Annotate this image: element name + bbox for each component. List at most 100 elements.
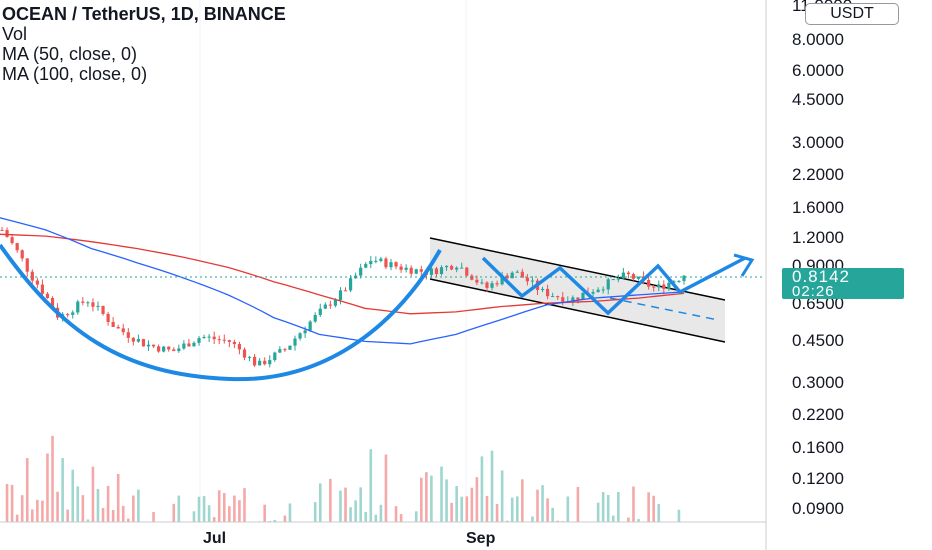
candle-body xyxy=(252,356,257,366)
candle-body xyxy=(657,284,661,288)
candle-body xyxy=(197,338,201,343)
price-tick: 0.0900 xyxy=(792,499,844,518)
candle-body xyxy=(500,275,504,285)
channel-mid-line xyxy=(609,297,719,321)
volume-bar xyxy=(25,458,29,522)
candle-body xyxy=(25,258,29,272)
volume-bar xyxy=(531,516,534,522)
candle-body xyxy=(369,260,373,265)
volume-bar xyxy=(354,500,357,522)
volume-bar xyxy=(31,509,34,522)
candle-body xyxy=(530,280,535,282)
volume-bar xyxy=(339,490,342,522)
candle-body xyxy=(636,276,641,279)
candle-body xyxy=(409,267,413,274)
candle-body xyxy=(212,336,216,340)
candle-body xyxy=(45,293,50,299)
volume-bar xyxy=(243,488,246,522)
time-tick: Jul xyxy=(203,530,226,547)
volume-bar xyxy=(465,496,469,522)
ma100-line xyxy=(0,233,685,315)
candle-body xyxy=(480,282,484,284)
candle-body xyxy=(318,308,322,315)
channel-lower-line xyxy=(429,278,726,343)
candle-body xyxy=(682,275,686,281)
candle-body xyxy=(490,283,494,288)
ma50-indicator-label[interactable]: MA (50, close, 0) xyxy=(2,44,138,64)
volume-bar xyxy=(51,435,54,522)
price-tick: 4.5000 xyxy=(792,90,844,109)
volume-bar xyxy=(228,506,231,522)
volume-bar xyxy=(617,491,620,522)
volume-bar xyxy=(349,507,352,522)
price-tick: 6.0000 xyxy=(792,61,844,80)
volume-bar xyxy=(632,486,635,522)
candle-body xyxy=(333,300,338,306)
candle-body xyxy=(581,292,585,300)
volume-bar xyxy=(369,449,373,522)
volume-bar xyxy=(263,504,266,522)
price-axis[interactable]: 11.0000 8.0000 6.0000 4.5000 3.0000 2.20… xyxy=(792,0,852,518)
time-axis[interactable]: Jul Sep xyxy=(203,530,496,547)
volume-bar xyxy=(490,450,494,522)
candle-body xyxy=(151,344,156,347)
ma100-indicator-label[interactable]: MA (100, close, 0) xyxy=(2,64,148,84)
currency-selector[interactable]: USDT xyxy=(805,3,899,25)
volume-bar xyxy=(611,515,615,522)
candle-body xyxy=(540,288,545,291)
candle-body xyxy=(15,243,19,251)
volume-bar xyxy=(318,483,322,522)
volume-bar xyxy=(121,505,125,522)
candle-body xyxy=(96,305,100,307)
volume-bar xyxy=(192,511,196,522)
volume-bar xyxy=(379,504,383,522)
candle-body xyxy=(192,342,196,347)
volume-bar xyxy=(172,503,176,522)
candle-body xyxy=(177,348,181,352)
candle-body xyxy=(455,267,459,270)
volume-bar xyxy=(283,515,287,522)
volume-bar xyxy=(556,520,560,522)
candle-body xyxy=(460,267,464,269)
candle-body xyxy=(389,262,393,268)
volume-bar xyxy=(500,470,504,522)
symbol-title[interactable]: OCEAN / TetherUS, 1D, BINANCE xyxy=(2,4,286,24)
bar-countdown: 02:26 xyxy=(792,283,835,300)
candle-body xyxy=(338,290,343,301)
candle-body xyxy=(667,282,671,289)
candle-body xyxy=(187,343,191,347)
candle-body xyxy=(596,289,600,293)
candle-body xyxy=(505,275,509,279)
volume-bar xyxy=(91,466,95,522)
volume-bar xyxy=(207,505,211,522)
volume-bar xyxy=(288,503,292,522)
volume-bar xyxy=(541,485,544,522)
candle-body xyxy=(35,280,39,285)
candle-body xyxy=(293,338,297,346)
volume-bar xyxy=(647,492,650,522)
volume-indicator-label[interactable]: Vol xyxy=(2,24,28,44)
candle-body xyxy=(601,289,605,291)
volume-bar xyxy=(510,497,514,522)
volume-bar xyxy=(202,496,206,522)
candle-body xyxy=(258,360,262,366)
candle-body xyxy=(101,305,105,314)
candle-body xyxy=(672,281,676,283)
volume-bar xyxy=(576,486,580,522)
candle-body xyxy=(485,282,489,288)
volume-bar xyxy=(222,493,226,522)
candle-body xyxy=(323,304,327,309)
volume-bar xyxy=(66,509,69,522)
candle-body xyxy=(525,277,529,282)
volume-bar xyxy=(430,475,433,522)
zigzag-path xyxy=(481,256,746,316)
volume-bar xyxy=(61,458,64,522)
volume-bar xyxy=(521,479,524,522)
volume-bar xyxy=(374,514,378,522)
candle-body xyxy=(434,268,439,275)
volume-bar xyxy=(116,473,120,522)
volume-bar xyxy=(329,478,332,522)
volume-bar xyxy=(475,477,479,522)
volume-bar xyxy=(364,511,368,522)
